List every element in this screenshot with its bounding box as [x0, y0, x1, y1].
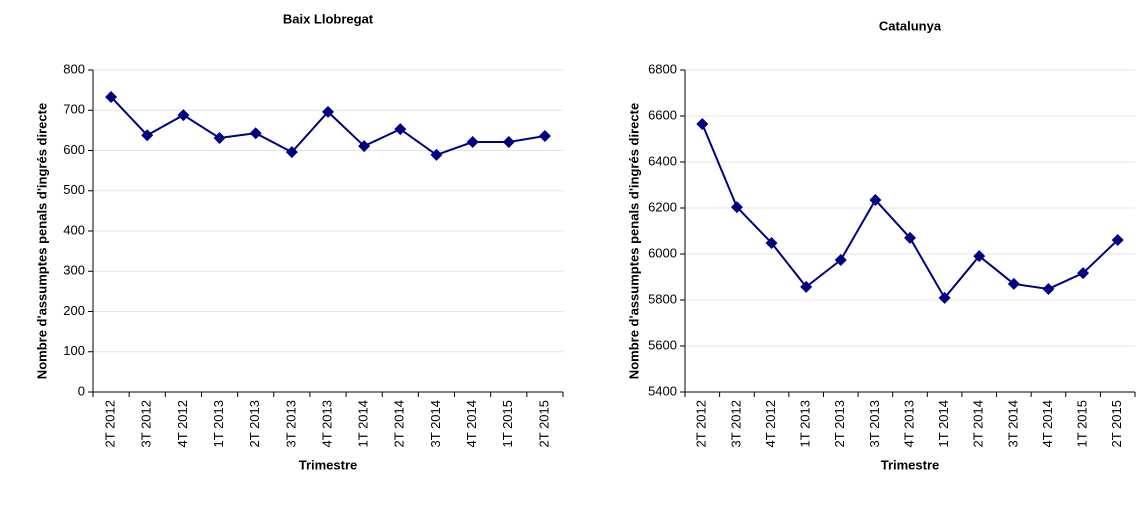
y-tick-label: 700: [63, 102, 85, 117]
x-tick-label: 4T 2013: [901, 400, 916, 447]
marker: [800, 280, 813, 293]
x-tick-label: 1T 2015: [1075, 400, 1090, 447]
marker: [466, 136, 479, 149]
marker: [938, 291, 951, 304]
chart: Baix Llobregat 0 100 200 300 400 500 600 700 800 2…: [34, 11, 564, 472]
marker: [1007, 277, 1020, 290]
x-tick-label: 2T 2013: [832, 400, 847, 447]
y-tick-label: 6800: [648, 61, 677, 76]
x-tick-label: 2T 2012: [694, 400, 709, 447]
marker: [765, 236, 778, 249]
y-tick-label: 5400: [648, 383, 677, 398]
marker: [141, 129, 154, 142]
y-tick-label: 600: [63, 142, 85, 157]
y-tick-label: 100: [63, 343, 85, 358]
x-tick-label: 2T 2015: [1109, 400, 1124, 447]
x-tick-label: 3T 2013: [283, 400, 298, 447]
y-tick-label: 400: [63, 222, 85, 237]
marker: [904, 231, 916, 244]
marker: [973, 250, 986, 263]
x-tick-label: 4T 2012: [175, 400, 190, 447]
x-tick-label: 1T 2013: [211, 400, 226, 447]
y-tick-label: 800: [63, 61, 85, 76]
marker: [285, 146, 298, 159]
chart: Catalunya 5400 5600 5800 6000 6200 6400 6600 680…: [626, 18, 1136, 472]
x-tick-label: 1T 2014: [356, 400, 371, 447]
y-tick-label: 5600: [648, 337, 677, 352]
y-tick-label: 500: [63, 182, 85, 197]
marker: [1042, 282, 1055, 295]
chart-title: Baix Llobregat: [283, 11, 374, 26]
x-tick-label: 1T 2014: [936, 400, 951, 447]
x-tick-label: 2T 2014: [392, 400, 407, 447]
x-tick-label: 3T 2013: [867, 400, 882, 447]
marker: [1111, 233, 1124, 246]
marker: [358, 140, 371, 153]
chart-title: Catalunya: [879, 18, 942, 33]
y-tick-label: 200: [63, 303, 85, 318]
marker: [177, 109, 190, 122]
x-tick-label: 2T 2015: [536, 400, 551, 447]
line: [110, 96, 546, 157]
marker: [834, 253, 847, 266]
x-tick-label: 1T 2015: [500, 400, 515, 447]
x-tick-label: 3T 2014: [428, 400, 443, 447]
x-tick-label: 4T 2014: [464, 400, 479, 447]
x-tick-label: 3T 2012: [139, 400, 154, 447]
marker: [538, 130, 551, 143]
marker: [105, 90, 118, 103]
marker: [322, 105, 334, 118]
x-tick-label: 4T 2013: [319, 400, 334, 447]
y-axis-title: Nombre d'assumptes penals d'ingrés direc…: [626, 103, 641, 379]
y-tick-label: 300: [63, 263, 85, 278]
marker: [1077, 267, 1090, 280]
x-tick-label: 2T 2012: [103, 400, 118, 447]
marker: [869, 193, 882, 206]
marker: [730, 201, 743, 214]
x-tick-label: 4T 2014: [1040, 400, 1055, 447]
marker: [502, 136, 515, 149]
x-tick-label: 3T 2014: [1005, 400, 1020, 447]
y-tick-label: 6400: [648, 153, 677, 168]
marker: [696, 118, 709, 131]
y-tick-label: 5800: [648, 291, 677, 306]
x-axis-title: Trimestre: [299, 457, 358, 472]
y-axis-title: Nombre d'assumptes penals d'ingrés direc…: [34, 103, 49, 379]
y-tick-label: 0: [78, 383, 85, 398]
x-tick-label: 2T 2013: [247, 400, 262, 447]
x-axis-title: Trimestre: [881, 457, 940, 472]
x-tick-label: 4T 2012: [763, 400, 778, 447]
marker: [394, 123, 407, 136]
marker: [249, 127, 262, 140]
y-tick-label: 6000: [648, 245, 677, 260]
marker: [213, 132, 226, 145]
x-tick-label: 1T 2013: [798, 400, 813, 447]
line: [701, 123, 1119, 300]
x-tick-label: 2T 2014: [971, 400, 986, 447]
y-tick-label: 6600: [648, 107, 677, 122]
y-tick-label: 6200: [648, 199, 677, 214]
x-tick-label: 3T 2012: [728, 400, 743, 447]
marker: [430, 148, 443, 161]
